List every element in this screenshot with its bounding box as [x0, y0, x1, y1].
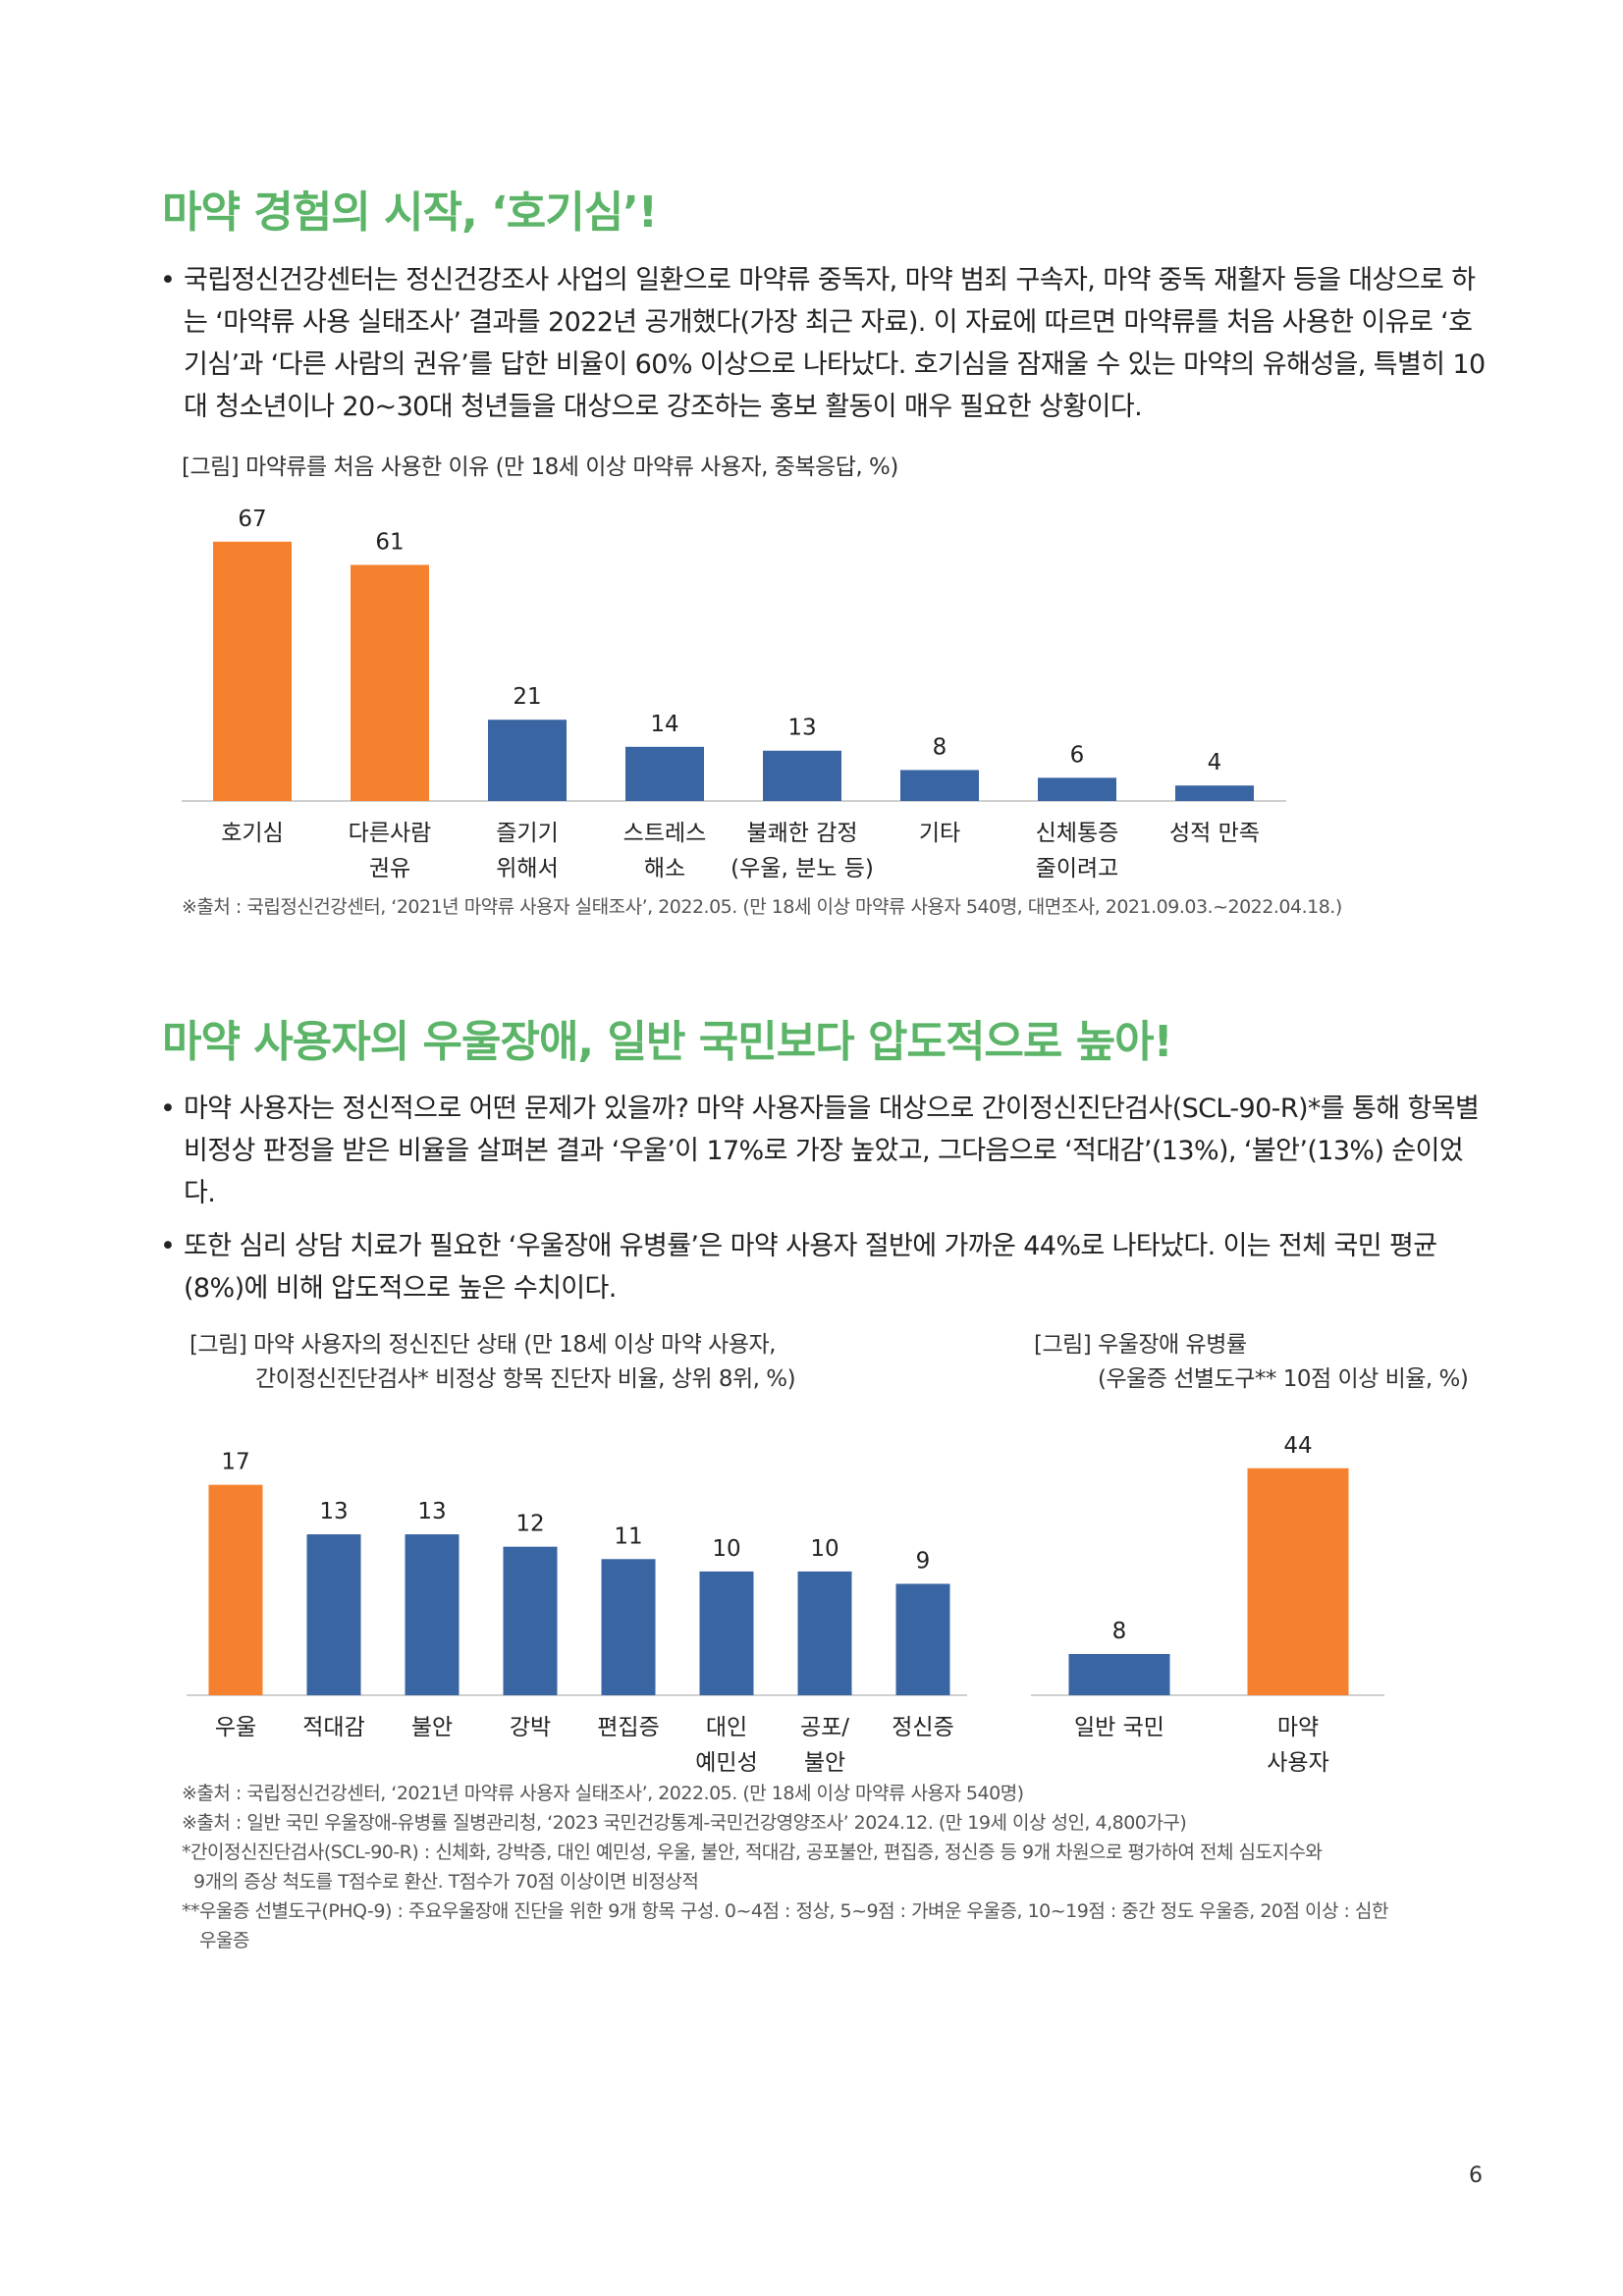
data-label: 13: [319, 1499, 348, 1524]
note-scl90r: *간이정신진단검사(SCL-90-R) : 신체화, 강박증, 대인 예민성, …: [182, 1842, 1323, 1863]
note-phq9-cont: 우울증: [199, 1930, 249, 1951]
data-label: 11: [614, 1523, 642, 1549]
category-label: 스트레스: [623, 821, 707, 846]
bar: [1247, 1468, 1349, 1695]
bar: [797, 1571, 852, 1695]
figure1-caption: [그림] 마약류를 처음 사용한 이유 (만 18세 이상 마약류 사용자, 중…: [182, 454, 898, 480]
figure3-caption-line1: [그림] 우울장애 유병률: [1034, 1332, 1247, 1358]
data-label: 21: [513, 684, 541, 710]
data-label: 67: [238, 507, 266, 532]
data-label: 10: [810, 1536, 839, 1562]
data-label: 10: [712, 1536, 740, 1562]
category-label: 해소: [644, 856, 685, 881]
category-label: 즐기기: [496, 821, 558, 846]
figure2-caption-line2: 간이정신진단검사* 비정상 항목 진단자 비율, 상위 8위, %): [255, 1366, 796, 1392]
category-label: 불안: [411, 1715, 453, 1740]
bar: [1175, 785, 1254, 801]
category-label: 불쾌한 감정: [746, 821, 857, 846]
bullet-dot: •: [160, 1094, 176, 1124]
page-number: 6: [1469, 2163, 1483, 2188]
category-label: 정신증: [892, 1715, 953, 1740]
bar: [503, 1546, 558, 1695]
bar: [601, 1559, 656, 1695]
category-label: 공포/: [800, 1715, 849, 1740]
bar: [1038, 777, 1116, 801]
category-label: 일반 국민: [1074, 1715, 1164, 1740]
bar: [1068, 1653, 1170, 1695]
category-label: 마약: [1277, 1715, 1319, 1740]
bar: [488, 720, 567, 801]
category-label: 호기심: [221, 821, 283, 846]
data-label: 17: [221, 1450, 249, 1475]
figure2-caption-line1: [그림] 마약 사용자의 정신진단 상태 (만 18세 이상 마약 사용자,: [189, 1332, 776, 1358]
data-label: 13: [417, 1499, 446, 1524]
category-label: 성적 만족: [1169, 821, 1260, 846]
note-source-2: ※출처 : 일반 국민 우울장애-유병률 질병관리청, ‘2023 국민건강통계…: [182, 1812, 1187, 1834]
category-label: 권유: [369, 856, 410, 881]
data-label: 13: [787, 716, 816, 741]
category-label: 다른사람: [349, 821, 432, 846]
data-label: 8: [1112, 1619, 1127, 1644]
data-label: 44: [1283, 1433, 1312, 1459]
category-label: 신체통증: [1036, 821, 1119, 846]
section2-bullet-2: • 또한 심리 상담 치료가 필요한 ‘우울장애 유병률’은 마약 사용자 절반…: [160, 1225, 1486, 1309]
section2-bullet-1: • 마약 사용자는 정신적으로 어떤 문제가 있을까? 마약 사용자들을 대상으…: [160, 1088, 1486, 1214]
category-label: 대인: [706, 1715, 747, 1740]
data-label: 6: [1070, 742, 1085, 768]
section2-title: 마약 사용자의 우울장애, 일반 국민보다 압도적으로 높아!: [162, 1017, 1173, 1067]
bar: [699, 1571, 754, 1695]
bar: [351, 564, 429, 801]
section1-title: 마약 경험의 시작, ‘호기심’!: [162, 187, 658, 238]
data-label: 12: [515, 1512, 544, 1537]
category-label: (우울, 분노 등): [730, 856, 874, 881]
figure3-caption-line2: (우울증 선별도구** 10점 이상 비율, %): [1098, 1366, 1469, 1392]
category-label: 우울: [215, 1715, 256, 1740]
data-label: 14: [650, 712, 678, 737]
category-label: 위해서: [496, 856, 558, 881]
section2-bullet-2-text: 또한 심리 상담 치료가 필요한 ‘우울장애 유병률’은 마약 사용자 절반에 …: [184, 1231, 1437, 1304]
section2-bullet-1-text: 마약 사용자는 정신적으로 어떤 문제가 있을까? 마약 사용자들을 대상으로 …: [184, 1094, 1480, 1208]
category-label: 강박: [510, 1715, 551, 1740]
bullet-dot: •: [160, 265, 176, 295]
bar: [625, 746, 704, 801]
note-scl90r-cont: 9개의 증상 척도를 T점수로 환산. T점수가 70점 이상이면 비정상적: [193, 1871, 699, 1893]
section1-bullet: • 국립정신건강센터는 정신건강조사 사업의 일환으로 마약류 중독자, 마약 …: [160, 259, 1486, 428]
category-label: 기타: [919, 821, 960, 846]
data-label: 8: [933, 734, 947, 760]
data-label: 4: [1208, 750, 1222, 775]
bar: [900, 770, 979, 801]
category-label: 적대감: [302, 1715, 364, 1740]
bar: [306, 1534, 361, 1695]
category-label: 불안: [804, 1750, 845, 1776]
section1-bullet-text: 국립정신건강센터는 정신건강조사 사업의 일환으로 마약류 중독자, 마약 범죄…: [184, 265, 1486, 422]
figure2-notes: ※출처 : 국립정신건강센터, ‘2021년 마약류 사용자 실태조사’, 20…: [182, 1779, 1497, 1955]
bar: [405, 1534, 460, 1695]
bar: [895, 1583, 950, 1695]
figure1-source: ※출처 : 국립정신건강센터, ‘2021년 마약류 사용자 실태조사’, 20…: [182, 896, 1342, 918]
bar: [213, 541, 292, 801]
note-source-1: ※출처 : 국립정신건강센터, ‘2021년 마약류 사용자 실태조사’, 20…: [182, 1783, 1024, 1804]
bar: [208, 1484, 263, 1695]
category-label: 편집증: [597, 1715, 659, 1740]
data-label: 61: [375, 529, 404, 555]
bar: [763, 750, 841, 801]
bullet-dot: •: [160, 1231, 176, 1261]
category-label: 사용자: [1267, 1750, 1328, 1776]
category-label: 예민성: [695, 1750, 757, 1776]
category-label: 줄이려고: [1036, 856, 1119, 881]
note-phq9: **우울증 선별도구(PHQ-9) : 주요우울장애 진단을 위한 9개 항목 …: [182, 1900, 1388, 1922]
data-label: 9: [916, 1549, 931, 1575]
